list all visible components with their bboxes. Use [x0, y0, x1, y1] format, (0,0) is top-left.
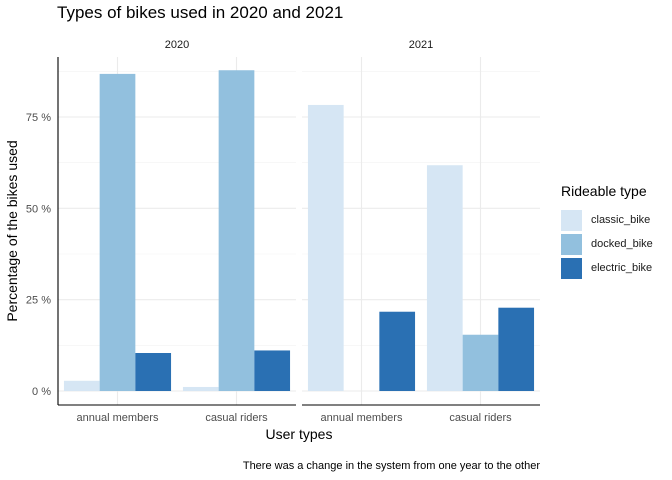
x-tick-label: annual members: [321, 412, 403, 424]
bar-docked_bike: [462, 334, 499, 391]
y-axis-title: Percentage of the bikes used: [4, 140, 20, 321]
y-tick-label: 0 %: [32, 386, 51, 398]
x-tick-label: casual riders: [205, 412, 268, 424]
y-tick-label: 75 %: [26, 112, 51, 124]
bar-classic_bike: [182, 386, 219, 391]
legend-item-docked_bike: docked_bike: [561, 232, 653, 256]
x-tick-label: casual riders: [449, 412, 512, 424]
facet-label: 2020: [165, 39, 189, 51]
y-tick-label: 25 %: [26, 295, 51, 307]
legend-key: [561, 233, 582, 255]
bar-classic_bike: [307, 104, 344, 391]
legend-key: [561, 257, 582, 279]
legend-label: electric_bike: [591, 262, 653, 274]
bar-electric_bike: [135, 353, 172, 391]
bar-docked_bike: [99, 73, 136, 392]
legend-key: [561, 209, 582, 231]
legend-item-classic_bike: classic_bike: [561, 208, 653, 232]
bar-electric_bike: [379, 311, 416, 391]
chart-caption: There was a change in the system from on…: [242, 460, 540, 472]
legend-title: Rideable type: [561, 183, 647, 199]
chart-title: Types of bikes used in 2020 and 2021: [57, 3, 344, 22]
bar-electric_bike: [254, 350, 291, 391]
x-tick-label: annual members: [77, 412, 159, 424]
bar-classic_bike: [63, 380, 100, 391]
legend-label: classic_bike: [591, 214, 651, 226]
legend-label: docked_bike: [591, 238, 653, 250]
facet-label: 2021: [409, 39, 433, 51]
bar-electric_bike: [498, 307, 535, 391]
legend-item-electric_bike: electric_bike: [561, 256, 653, 280]
bar-classic_bike: [426, 165, 463, 391]
x-axis-title: User types: [266, 426, 333, 442]
y-tick-label: 50 %: [26, 203, 51, 215]
bar-docked_bike: [218, 70, 255, 391]
